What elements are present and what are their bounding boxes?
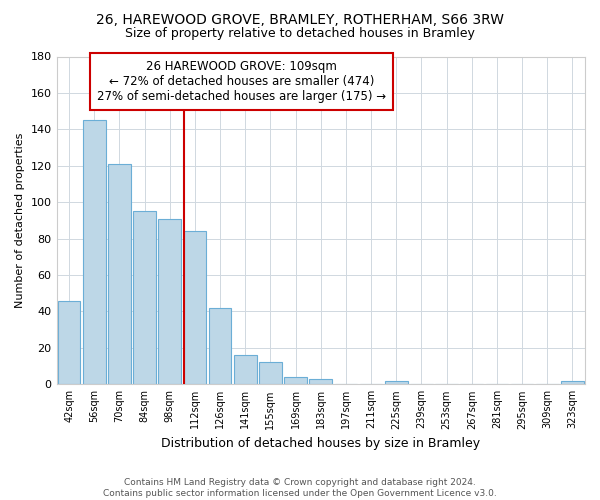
Bar <box>108 164 131 384</box>
Bar <box>259 362 282 384</box>
Bar <box>158 218 181 384</box>
Text: 26 HAREWOOD GROVE: 109sqm
← 72% of detached houses are smaller (474)
27% of semi: 26 HAREWOOD GROVE: 109sqm ← 72% of detac… <box>97 60 386 103</box>
Bar <box>83 120 106 384</box>
Text: Size of property relative to detached houses in Bramley: Size of property relative to detached ho… <box>125 28 475 40</box>
Bar <box>234 355 257 384</box>
Bar <box>133 212 156 384</box>
Bar <box>310 379 332 384</box>
X-axis label: Distribution of detached houses by size in Bramley: Distribution of detached houses by size … <box>161 437 481 450</box>
Bar <box>385 380 407 384</box>
Bar <box>561 380 584 384</box>
Y-axis label: Number of detached properties: Number of detached properties <box>15 132 25 308</box>
Text: 26, HAREWOOD GROVE, BRAMLEY, ROTHERHAM, S66 3RW: 26, HAREWOOD GROVE, BRAMLEY, ROTHERHAM, … <box>96 12 504 26</box>
Bar <box>58 300 80 384</box>
Bar <box>184 232 206 384</box>
Bar <box>209 308 232 384</box>
Text: Contains HM Land Registry data © Crown copyright and database right 2024.
Contai: Contains HM Land Registry data © Crown c… <box>103 478 497 498</box>
Bar <box>284 377 307 384</box>
